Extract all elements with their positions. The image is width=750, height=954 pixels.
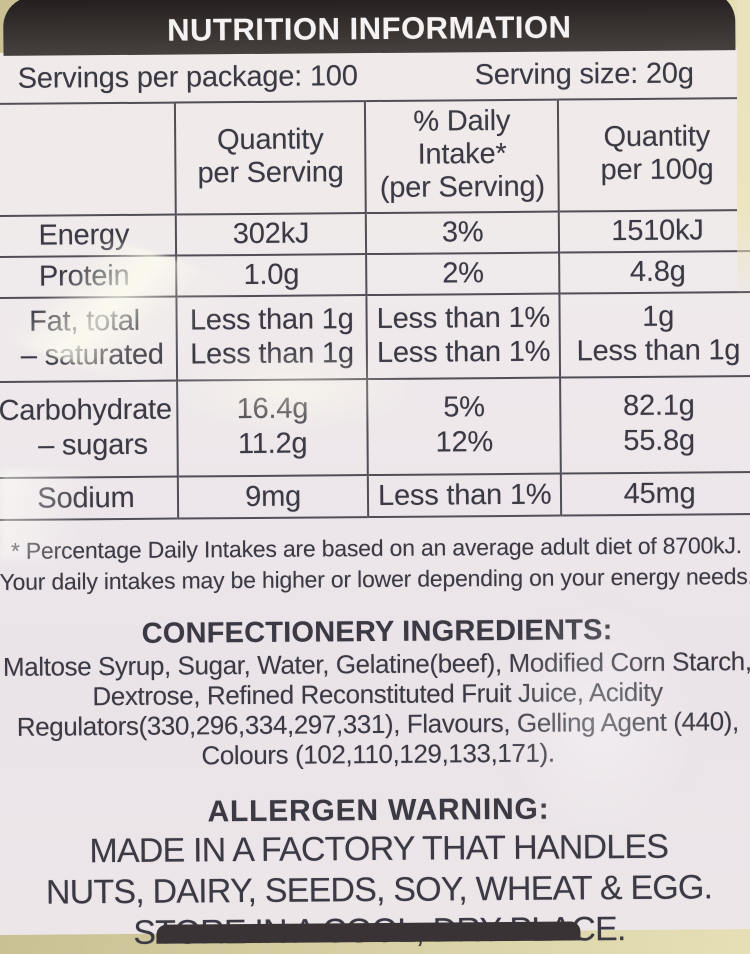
quantity-per-100g: 1510kJ	[558, 210, 750, 253]
quantity-per-100g-header: Quantity per 100g	[558, 98, 750, 212]
ingredients-line: Colours (102,110,129,133,171).	[201, 737, 555, 771]
table-row-fat-saturated: – saturated Less than 1g Less than 1% Le…	[0, 333, 750, 382]
nutrient-name: Sodium	[37, 481, 135, 515]
allergen-line: MADE IN A FACTORY THAT HANDLES	[89, 827, 669, 871]
quantity-per-serving: 1.0g	[175, 254, 367, 297]
quantity-per-100g: 82.1g	[560, 376, 750, 425]
quantity-per-100g: 55.8g	[560, 423, 750, 474]
nutrient-name: – sugars	[0, 427, 178, 478]
serving-size: Serving size: 20g	[474, 56, 694, 91]
table-row-sugars: – sugars 11.2g 12% 55.8g	[0, 423, 750, 478]
daily-intake: 12%	[367, 424, 561, 476]
daily-intake: 5%	[367, 377, 561, 427]
daily-intake: 3%	[366, 211, 560, 255]
daily-intake: Less than 1%	[366, 293, 560, 337]
ingredients-section: CONFECTIONERY INGREDIENTS: Maltose Syrup…	[0, 613, 750, 772]
daily-intake: Less than 1%	[367, 334, 561, 380]
table-row-energy: Energy 302kJ 3% 1510kJ	[0, 210, 750, 257]
daily-intake: Less than 1%	[368, 473, 562, 518]
nutrient-name: Fat, total	[28, 304, 141, 338]
allergen-heading: ALLERGEN WARNING:	[207, 792, 550, 829]
quantity-per-serving: Less than 1g	[176, 336, 368, 381]
next-section-banner-edge	[156, 921, 581, 944]
quantity-per-100g: 1g	[559, 292, 750, 335]
servings-per-package: Servings per package: 100	[17, 59, 358, 95]
quantity-per-100g: 45mg	[560, 472, 750, 516]
quantity-per-serving: 16.4g	[176, 379, 368, 428]
allergen-line: NUTS, DAIRY, SEEDS, SOY, WHEAT & EGG.	[45, 868, 713, 912]
quantity-per-serving-header: Quantity per Serving	[174, 101, 367, 215]
nutrition-table: Quantity per Serving % Daily Intake* (pe…	[0, 97, 750, 521]
quantity-per-serving: 302kJ	[175, 213, 367, 256]
ingredients-line: Regulators(330,296,334,297,331), Flavour…	[16, 706, 739, 742]
table-row-protein: Protein 1.0g 2% 4.8g	[0, 251, 750, 298]
footnote-line: Your daily intakes may be higher or lowe…	[0, 563, 750, 595]
servings-row: Servings per package: 100 Serving size: …	[0, 47, 750, 103]
daily-intake-footnote: * Percentage Daily Intakes are based on …	[0, 530, 750, 598]
nutrient-name: Carbohydrate	[0, 393, 173, 427]
nutrition-header-banner: NUTRITION INFORMATION	[3, 0, 736, 56]
table-row-carbohydrate: Carbohydrate 16.4g 5% 82.1g	[0, 376, 750, 429]
quantity-per-serving: 9mg	[177, 475, 369, 519]
nutrient-name: Energy	[0, 214, 176, 257]
quantity-per-serving: 11.2g	[177, 426, 369, 477]
nutrition-header-title: NUTRITION INFORMATION	[167, 8, 572, 48]
table-row-fat-total: Fat, total Less than 1g Less than 1% 1g	[0, 292, 750, 339]
label-body: Servings per package: 100 Serving size: …	[0, 47, 750, 952]
nutrient-name: – saturated	[0, 337, 177, 382]
quantity-per-100g: 4.8g	[559, 251, 750, 294]
daily-intake: 2%	[366, 252, 560, 296]
package-edge-strip	[737, 0, 750, 300]
quantity-per-100g: Less than 1g	[559, 333, 750, 378]
nutrient-column-header	[0, 102, 176, 216]
table-header-row: Quantity per Serving % Daily Intake* (pe…	[0, 98, 750, 216]
daily-intake-header: % Daily Intake* (per Serving)	[365, 99, 559, 214]
nutrient-name: Protein	[0, 255, 177, 298]
quantity-per-serving: Less than 1g	[176, 295, 368, 338]
table-row-sodium: Sodium 9mg Less than 1% 45mg	[0, 472, 750, 520]
